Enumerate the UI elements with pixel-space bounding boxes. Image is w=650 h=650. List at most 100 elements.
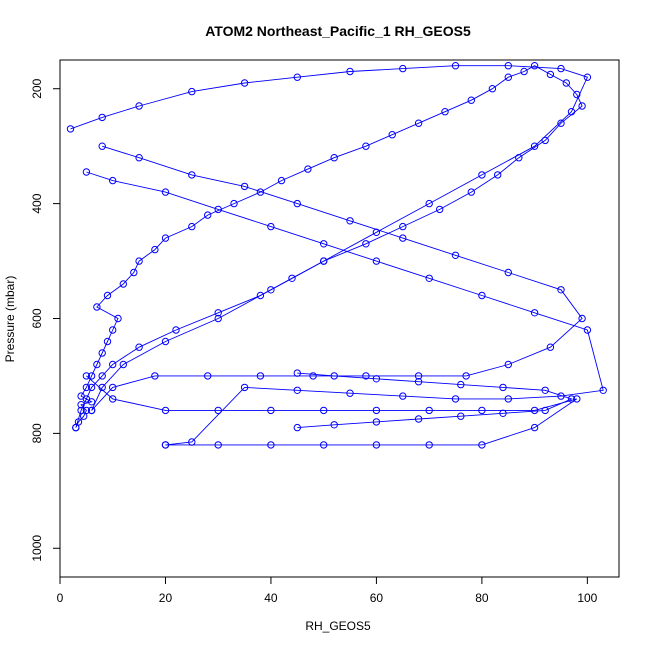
- data-point: [98, 142, 106, 150]
- series-line-2: [70, 65, 589, 411]
- x-axis: 0 20 40 60 80 100: [57, 576, 598, 605]
- data-point: [230, 199, 238, 208]
- data-point: [530, 309, 539, 317]
- data-point: [478, 441, 486, 449]
- data-point: [82, 168, 91, 176]
- data-point: [161, 406, 170, 415]
- data-point: [256, 372, 265, 380]
- data-point: [530, 142, 539, 150]
- data-point: [346, 389, 354, 397]
- data-point: [567, 395, 576, 403]
- data-point: [425, 274, 433, 282]
- data-point: [119, 280, 128, 288]
- data-point: [188, 222, 196, 231]
- data-point: [573, 395, 581, 403]
- data-point: [499, 409, 507, 417]
- y-tick-label: 400: [30, 193, 44, 213]
- data-point: [330, 154, 338, 162]
- data-point: [240, 182, 249, 191]
- data-point: [135, 154, 143, 162]
- data-point: [530, 61, 539, 70]
- data-point: [399, 222, 407, 231]
- data-point: [204, 372, 212, 380]
- data-point: [478, 291, 486, 300]
- data-point: [240, 383, 249, 392]
- data-point: [414, 372, 423, 380]
- data-point: [161, 188, 170, 196]
- data-point: [362, 142, 370, 150]
- data-point: [504, 73, 512, 81]
- data-point: [320, 257, 328, 265]
- data-point: [309, 372, 317, 380]
- x-tick-label: 60: [370, 591, 384, 605]
- data-point: [135, 102, 143, 110]
- data-point: [346, 217, 354, 225]
- data-point: [256, 188, 265, 196]
- data-point: [214, 314, 222, 323]
- series-points: [66, 61, 607, 449]
- y-tick-label: 800: [30, 423, 44, 443]
- data-point: [304, 165, 312, 173]
- data-point: [161, 234, 170, 242]
- data-point: [599, 386, 607, 394]
- data-point: [488, 85, 497, 93]
- y-tick-label: 1000: [30, 535, 44, 562]
- data-point: [425, 199, 433, 208]
- data-point: [441, 108, 449, 116]
- data-point: [256, 291, 265, 300]
- data-point: [462, 372, 470, 380]
- data-point: [109, 383, 117, 392]
- data-point: [135, 343, 143, 351]
- series-line-5: [91, 145, 583, 411]
- y-axis-label: Pressure (mbar): [3, 276, 17, 363]
- data-point: [414, 119, 423, 127]
- data-point: [478, 406, 486, 415]
- data-point: [583, 73, 592, 81]
- data-point: [515, 154, 523, 162]
- series-lines: [70, 65, 604, 446]
- data-point: [98, 113, 106, 122]
- data-point: [362, 240, 370, 248]
- data-point: [546, 70, 555, 79]
- data-point: [72, 423, 80, 432]
- data-point: [451, 61, 460, 70]
- data-point: [557, 64, 565, 73]
- data-point: [161, 337, 170, 346]
- x-tick-label: 80: [475, 591, 489, 605]
- data-point: [82, 383, 91, 392]
- data-point: [93, 303, 101, 311]
- data-point: [530, 423, 539, 432]
- data-point: [130, 268, 138, 277]
- data-point: [541, 386, 549, 394]
- data-point: [414, 378, 423, 386]
- data-point: [77, 406, 85, 415]
- data-point: [578, 314, 586, 323]
- data-point: [114, 314, 122, 323]
- data-point: [161, 441, 170, 449]
- data-point: [214, 406, 222, 415]
- data-point: [478, 171, 486, 179]
- data-point: [98, 372, 106, 380]
- data-point: [77, 401, 85, 409]
- data-point: [320, 406, 328, 415]
- data-point: [204, 211, 212, 219]
- data-point: [119, 360, 128, 369]
- series-line-6: [297, 372, 573, 429]
- data-point: [562, 79, 570, 87]
- data-point: [293, 386, 301, 394]
- data-point: [293, 73, 301, 81]
- data-point: [425, 406, 433, 415]
- data-point: [109, 326, 117, 334]
- data-point: [277, 176, 286, 185]
- data-point: [583, 326, 592, 334]
- data-point: [372, 406, 381, 415]
- data-point: [362, 372, 370, 380]
- data-point: [293, 199, 301, 208]
- data-point: [82, 395, 91, 403]
- data-point: [504, 395, 512, 403]
- data-point: [399, 64, 407, 73]
- data-point: [135, 257, 143, 265]
- data-point: [504, 360, 512, 369]
- data-point: [330, 372, 338, 380]
